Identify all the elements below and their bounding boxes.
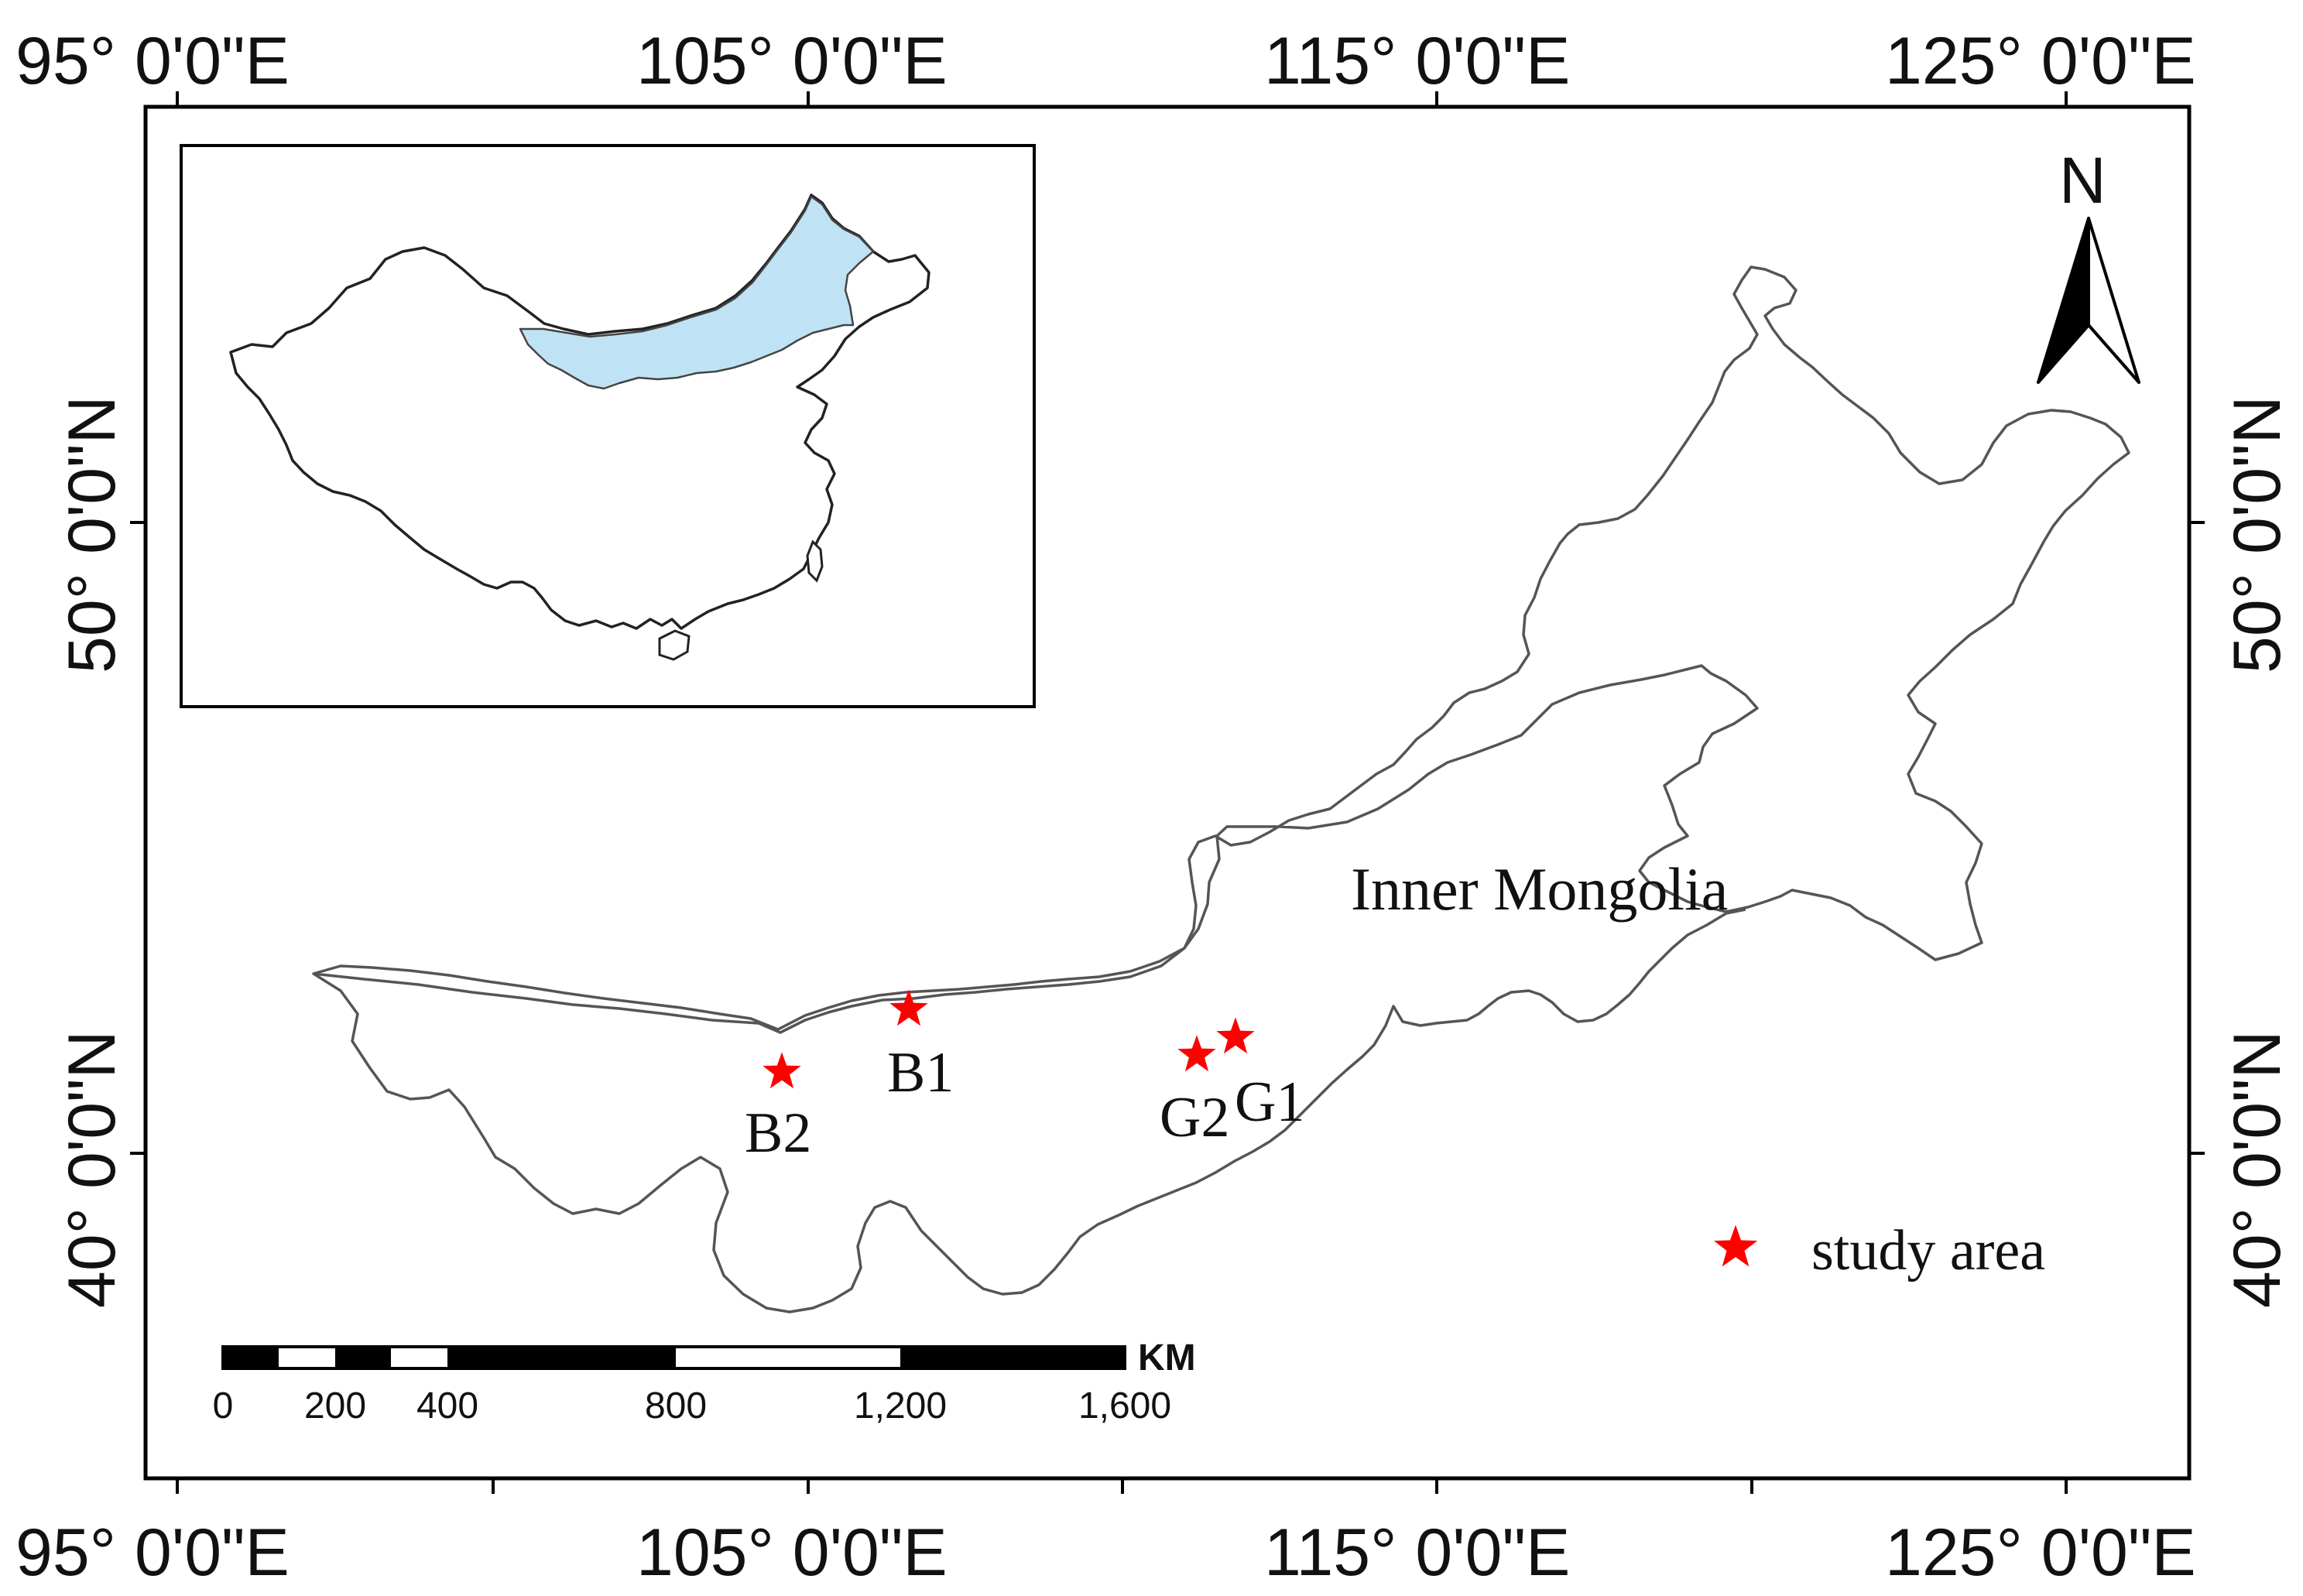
graticule-ticks	[130, 91, 2205, 1494]
lon-label-bottom-115: 115° 0'0"E	[1264, 1516, 1570, 1590]
legend-label: study area	[1811, 1219, 2045, 1283]
lon-label-top-105: 105° 0'0"E	[636, 24, 948, 98]
site-marker-b2: B2	[745, 1052, 811, 1165]
legend-star-icon	[1713, 1224, 1758, 1267]
scale-tick-1200: 1,200	[854, 1385, 947, 1426]
scale-bar-unit: KM	[1138, 1337, 1196, 1379]
inset-map	[180, 144, 1036, 708]
site-marker-g1: G1	[1216, 1017, 1304, 1134]
site-label-g1: G1	[1235, 1070, 1304, 1134]
lon-label-bottom-105: 105° 0'0"E	[636, 1516, 948, 1590]
lon-label-bottom-95: 95° 0'0"E	[15, 1516, 290, 1590]
scale-tick-0: 0	[213, 1385, 234, 1426]
inset-hainan	[658, 629, 691, 661]
lat-label-left-50: 50° 0'0"N	[55, 396, 129, 673]
north-arrow: N	[2037, 144, 2140, 384]
inset-inner-mongolia-highlight	[519, 195, 875, 390]
scale-bar: KM 0 200 400 800 1,200 1,600	[213, 1337, 1196, 1426]
lon-label-top-95: 95° 0'0"E	[15, 24, 290, 98]
lon-label-top-115: 115° 0'0"E	[1264, 24, 1570, 98]
lat-label-left-40: 40° 0'0"N	[55, 1030, 129, 1308]
north-arrow-label: N	[2059, 144, 2106, 217]
lon-label-top-125: 125° 0'0"E	[1885, 24, 2196, 98]
lat-label-right-40: 40° 0'0"N	[2220, 1030, 2294, 1308]
scale-tick-400: 400	[416, 1385, 478, 1426]
site-label-g2: G2	[1160, 1086, 1229, 1149]
site-marker-g2: G2	[1160, 1035, 1229, 1149]
inner-mongolia-outline	[312, 265, 2130, 1034]
inner-mongolia-south-boundary	[313, 908, 1746, 1313]
lon-label-bottom-125: 125° 0'0"E	[1885, 1516, 2196, 1590]
site-label-b2: B2	[745, 1101, 811, 1165]
legend: study area	[1713, 1219, 2045, 1283]
region-label-inner-mongolia: Inner Mongolia	[1351, 855, 1728, 923]
scale-tick-200: 200	[304, 1385, 366, 1426]
scale-tick-1600: 1,600	[1078, 1385, 1171, 1426]
scale-tick-800: 800	[645, 1385, 707, 1426]
site-marker-b1: B1	[887, 989, 954, 1105]
site-label-b1: B1	[887, 1041, 954, 1105]
inset-taiwan	[806, 539, 824, 583]
lat-label-right-50: 50° 0'0"N	[2220, 396, 2294, 673]
map-frame	[143, 104, 2192, 1481]
